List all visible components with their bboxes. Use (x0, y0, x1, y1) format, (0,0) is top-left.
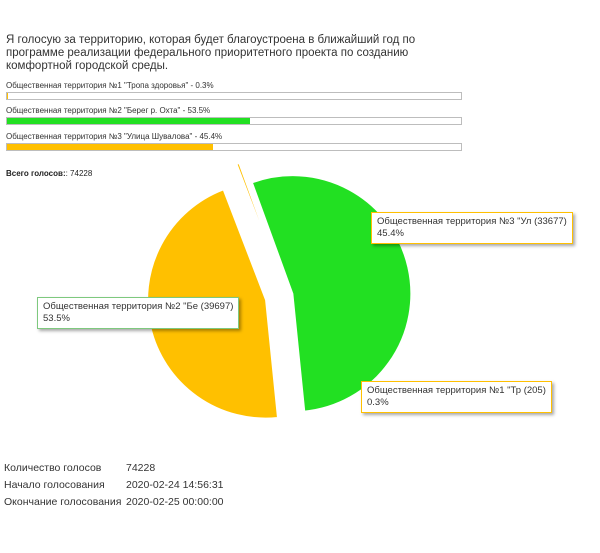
poll-stats-table: Количество голосов 74228 Начало голосова… (4, 459, 224, 510)
stats-label: Окончание голосования (4, 495, 122, 508)
tooltip-label: Общественная территория №1 "Тр (205) (367, 385, 546, 396)
tooltip-slice-3: Общественная территория №3 "Ул (33677) 4… (371, 212, 573, 244)
progress-bar-track (6, 143, 462, 151)
stats-label: Начало голосования (4, 478, 105, 491)
stats-row: Начало голосования 2020-02-24 14:56:31 (4, 476, 224, 493)
tooltip-percent: 45.4% (377, 228, 404, 239)
pie-slice-2[interactable] (251, 175, 412, 412)
tooltip-label: Общественная территория №2 "Бе (39697) (43, 301, 234, 312)
stats-value: 74228 (126, 461, 156, 474)
total-votes-value: : 74228 (65, 169, 93, 178)
progress-bar-fill (7, 144, 214, 150)
stats-label: Количество голосов (4, 461, 102, 474)
pie-slice-1[interactable] (236, 162, 280, 275)
stats-row: Количество голосов 74228 (4, 459, 224, 476)
poll-option-3: Общественная территория №3 "Улица Шувало… (6, 132, 462, 151)
poll-option-label: Общественная территория №2 "Берег р. Охт… (6, 106, 211, 115)
poll-option-1: Общественная территория №1 "Тропа здоров… (6, 81, 462, 100)
poll-option-label: Общественная территория №1 "Тропа здоров… (6, 81, 214, 90)
poll-option-2: Общественная территория №2 "Берег р. Охт… (6, 106, 462, 125)
tooltip-slice-1: Общественная территория №1 "Тр (205) 0.3… (361, 381, 552, 413)
progress-bar-fill (7, 118, 250, 124)
progress-bar-fill (7, 93, 9, 99)
stats-row: Окончание голосования 2020-02-25 00:00:0… (4, 493, 224, 510)
poll-question: Я голосую за территорию, которая будет б… (6, 34, 416, 72)
total-votes: Всего голосов:: 74228 (6, 169, 92, 178)
stats-value: 2020-02-25 00:00:00 (126, 495, 224, 508)
tooltip-label: Общественная территория №3 "Ул (33677) (377, 216, 567, 227)
progress-bar-track (6, 117, 462, 125)
total-votes-label: Всего голосов: (6, 169, 66, 178)
tooltip-slice-2: Общественная территория №2 "Бе (39697) 5… (37, 297, 240, 329)
stats-value: 2020-02-24 14:56:31 (126, 478, 224, 491)
progress-bar-track (6, 92, 462, 100)
tooltip-percent: 0.3% (367, 397, 389, 408)
poll-option-label: Общественная территория №3 "Улица Шувало… (6, 132, 223, 141)
tooltip-percent: 53.5% (43, 313, 70, 324)
